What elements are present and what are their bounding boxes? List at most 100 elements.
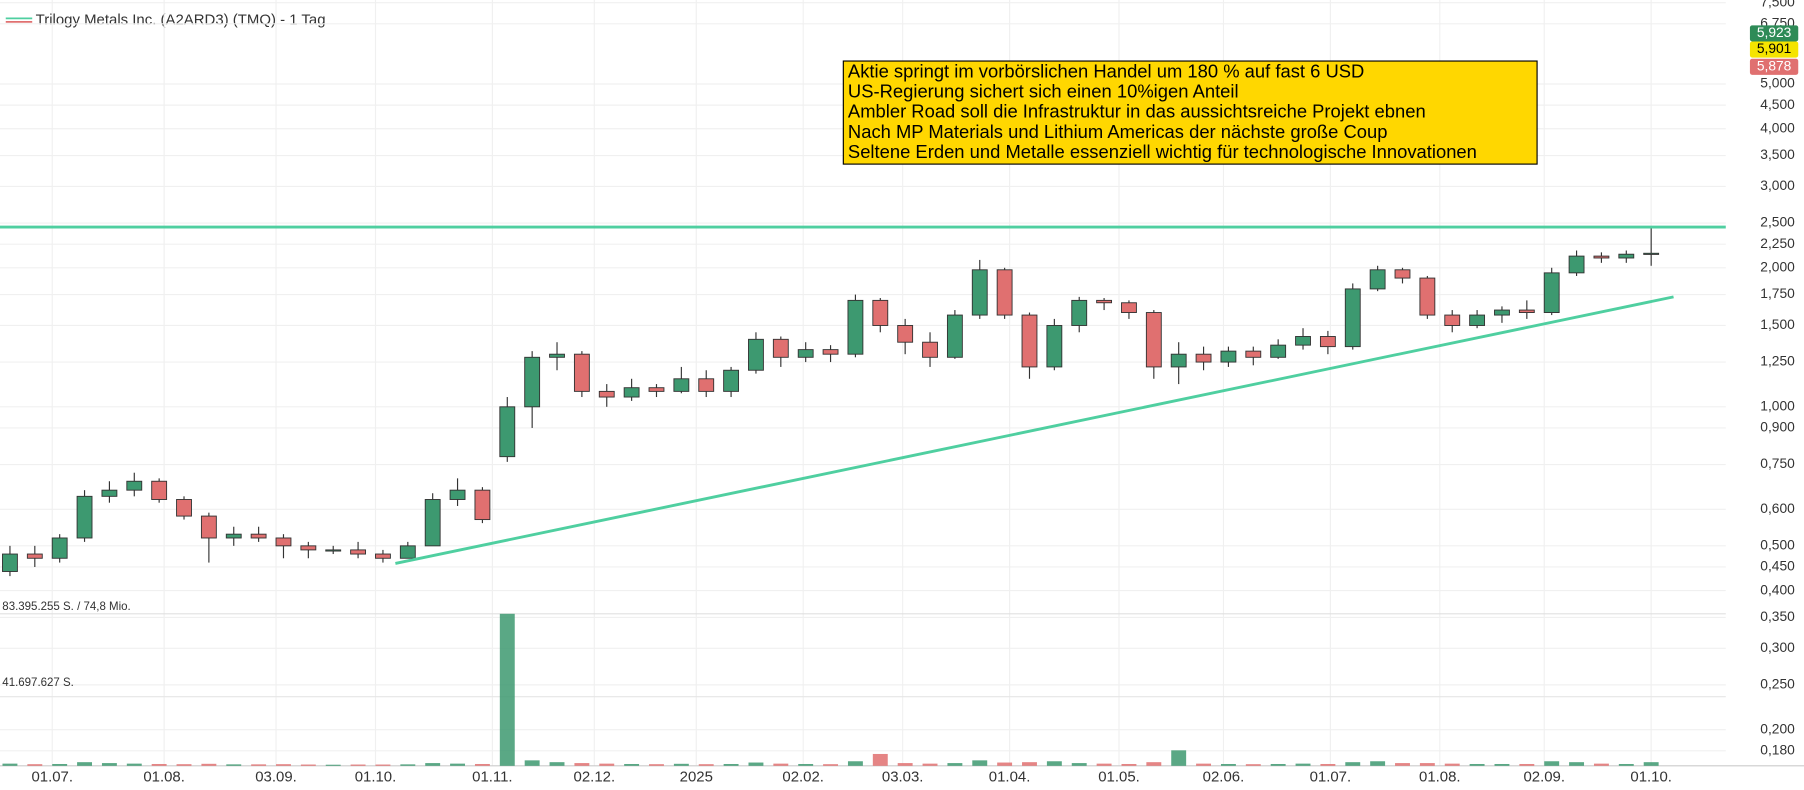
y-tick-label: 5,000 — [1760, 75, 1795, 91]
volume-bar — [77, 762, 93, 766]
volume-bar — [425, 763, 441, 766]
candle-body — [573, 353, 590, 392]
y-tick-label: 1,500 — [1760, 316, 1795, 332]
x-tick-label: 01.08. — [143, 768, 185, 785]
x-tick-label: 01.08. — [1419, 768, 1461, 785]
candle-body — [151, 480, 168, 500]
y-tick-label: 0,900 — [1760, 419, 1795, 435]
candle-body — [1419, 277, 1436, 316]
volume-bar — [1643, 762, 1659, 766]
volume-bar — [1444, 763, 1460, 766]
candle-body — [399, 545, 416, 559]
y-tick-label: 3,000 — [1760, 177, 1795, 193]
x-tick-label: 01.07. — [1310, 768, 1352, 785]
candle-body — [1245, 350, 1262, 358]
y-tick-label: 0,250 — [1760, 676, 1795, 692]
price-tag-label: 5,923 — [1757, 24, 1792, 40]
volume-bar — [350, 764, 366, 766]
trendline — [395, 295, 1674, 565]
volume-tick-label: 41.697.627 S. — [2, 677, 74, 689]
volume-bar — [27, 764, 43, 766]
volume-bar — [101, 763, 117, 766]
volume-bar — [1519, 763, 1535, 766]
volume-bar — [1370, 761, 1386, 766]
volume-bar — [300, 764, 316, 766]
volume-bar — [624, 763, 640, 766]
candle-body — [549, 353, 565, 358]
candle-body — [922, 341, 938, 358]
volume-bar — [1618, 763, 1634, 766]
candle-body — [1394, 269, 1411, 279]
y-tick-label: 1,250 — [1760, 353, 1795, 369]
candle-body — [1021, 314, 1038, 368]
volume-bar — [1245, 764, 1261, 766]
candle-body — [698, 378, 715, 392]
volume-bar — [2, 763, 18, 766]
y-tick-label: 2,500 — [1760, 214, 1795, 230]
candle-body — [275, 537, 292, 547]
volume-bar — [1419, 763, 1435, 766]
candle-body — [76, 495, 93, 539]
volume-bar — [276, 764, 291, 766]
volume-bar — [1220, 763, 1236, 766]
candle-body — [1344, 288, 1361, 348]
volume-bar — [897, 763, 913, 766]
candle-body — [723, 369, 740, 392]
y-tick-label: 4,500 — [1760, 96, 1795, 112]
candle-body — [225, 533, 242, 539]
volume-bar — [1270, 763, 1286, 766]
volume-bar — [649, 764, 664, 766]
x-tick-label: 01.07. — [31, 768, 73, 785]
candle-body — [797, 349, 814, 358]
y-tick-label: 0,400 — [1760, 581, 1795, 597]
volume-bar — [599, 763, 615, 766]
candle-body — [200, 515, 217, 539]
volume-bar — [450, 763, 466, 766]
candle-body — [325, 549, 342, 552]
x-tick-label: 03.03. — [882, 768, 924, 785]
volume-bar — [773, 763, 789, 766]
candle-body — [126, 480, 143, 491]
volume-bar — [1494, 763, 1510, 766]
volume-bar — [1071, 763, 1087, 766]
price-tag — [1749, 58, 1799, 75]
volume-bar — [201, 763, 217, 766]
volume-bar — [823, 764, 839, 766]
y-tick-label: 1,000 — [1760, 397, 1795, 413]
y-tick-label: 2,000 — [1760, 258, 1795, 274]
price-tag-label: 5,878 — [1757, 57, 1792, 73]
annotation-line: Aktie springt im vorbörslichen Handel um… — [848, 60, 1364, 81]
volume-bar — [251, 764, 267, 766]
volume-bar — [872, 753, 888, 766]
y-tick-label: 0,500 — [1760, 536, 1795, 552]
volume-bar — [52, 763, 68, 766]
candle-body — [1469, 314, 1486, 326]
volume-bar — [549, 762, 565, 766]
candle-body — [474, 489, 491, 521]
y-tick-label: 2,250 — [1760, 235, 1795, 251]
y-tick-label: 0,450 — [1760, 558, 1795, 574]
candle-body — [1593, 255, 1610, 259]
annotation-line: US-Regierung sichert sich einen 10%igen … — [848, 81, 1239, 102]
candle-body — [1220, 350, 1237, 363]
price-tag — [1749, 25, 1799, 42]
volume-bar — [798, 763, 814, 766]
candle-body — [598, 390, 615, 398]
candle-body — [872, 299, 889, 326]
candle-body — [996, 269, 1013, 316]
candle-body — [1295, 336, 1311, 346]
volume-bar — [151, 763, 167, 766]
y-tick-label: 7,500 — [1760, 0, 1795, 9]
candle-body — [1618, 253, 1635, 259]
candle-body — [26, 553, 43, 559]
candle-body — [1369, 269, 1386, 290]
volume-bar — [698, 764, 714, 766]
x-tick-label: 01.05. — [1098, 768, 1140, 785]
candle-body — [1145, 312, 1162, 368]
candle-body — [2, 553, 18, 572]
candle-body — [946, 314, 963, 358]
y-tick-label: 1,750 — [1760, 285, 1795, 301]
price-tag-label: 5,901 — [1757, 40, 1792, 56]
volume-bar — [1295, 763, 1311, 766]
